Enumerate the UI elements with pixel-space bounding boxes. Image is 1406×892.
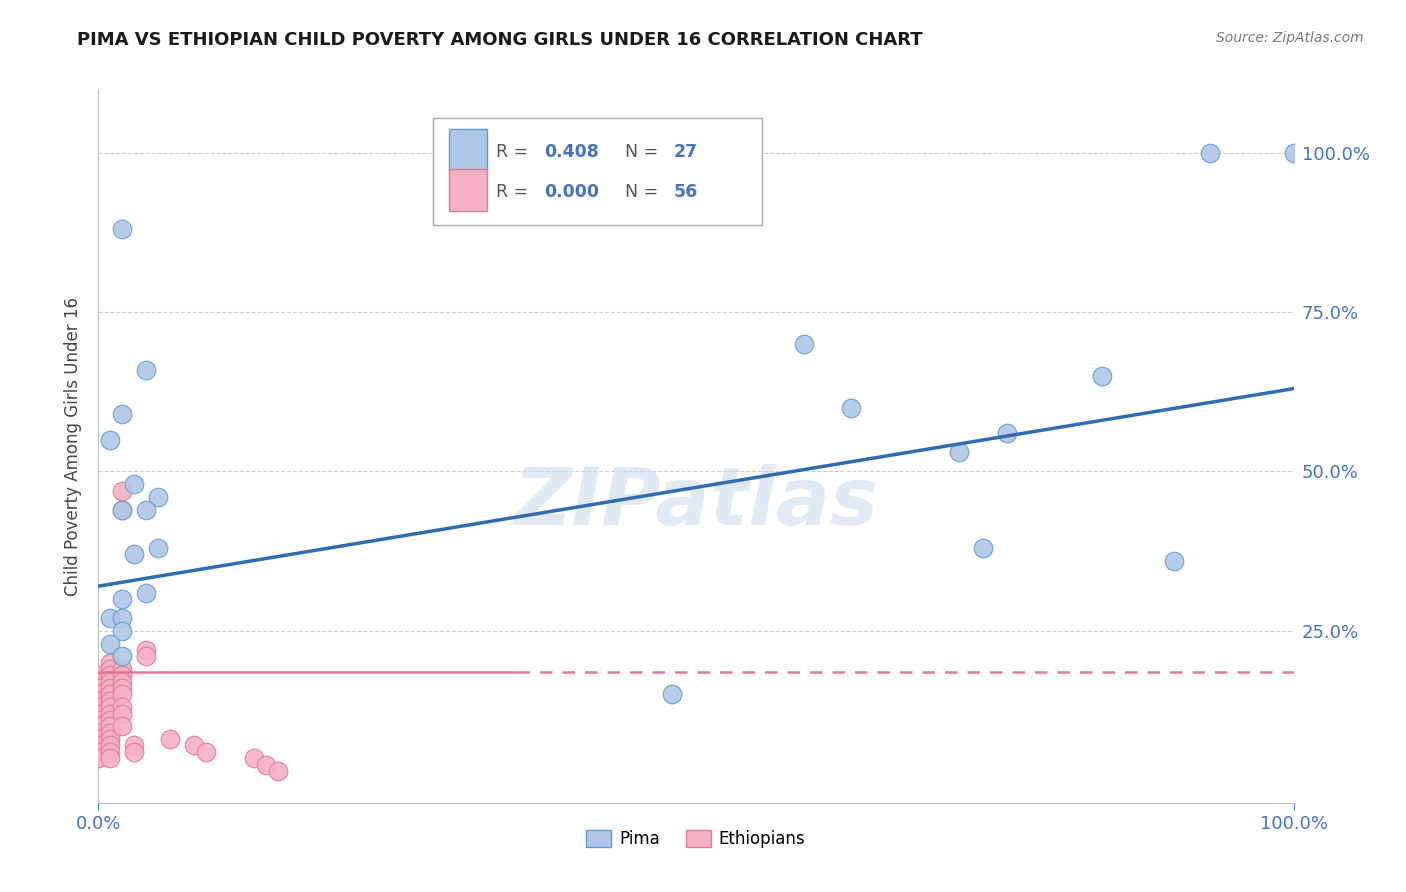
Point: [87, 688, 110, 702]
Point: [98, 700, 122, 714]
Point: [1091, 368, 1114, 383]
Point: [87, 739, 110, 753]
Point: [183, 739, 205, 753]
Point: [111, 483, 134, 498]
Point: [98, 636, 122, 650]
Point: [98, 681, 122, 695]
Point: [87, 688, 110, 702]
Point: [111, 502, 134, 516]
Point: [98, 662, 122, 676]
Text: R =: R =: [496, 183, 534, 201]
Text: 0.408: 0.408: [544, 143, 599, 161]
Text: 56: 56: [673, 183, 697, 201]
Point: [98, 611, 122, 625]
Point: [87, 694, 110, 708]
Text: R =: R =: [496, 143, 534, 161]
Point: [135, 362, 157, 376]
Point: [98, 668, 122, 682]
Point: [111, 649, 134, 664]
Point: [98, 745, 122, 759]
Point: [111, 674, 134, 689]
Point: [135, 502, 157, 516]
Point: [124, 739, 146, 753]
Point: [111, 611, 134, 625]
Point: [1163, 554, 1185, 568]
Point: [1282, 145, 1305, 160]
Point: [98, 719, 122, 733]
Point: [87, 719, 110, 733]
Text: Source: ZipAtlas.com: Source: ZipAtlas.com: [1216, 31, 1364, 45]
Point: [995, 426, 1018, 441]
Point: [87, 732, 110, 747]
Point: [87, 681, 110, 695]
Point: [254, 757, 277, 772]
Point: [159, 732, 181, 747]
Point: [87, 706, 110, 721]
Point: [243, 751, 266, 765]
Point: [267, 764, 290, 778]
Point: [111, 688, 134, 702]
Text: N =: N =: [626, 183, 664, 201]
Point: [1199, 145, 1222, 160]
Point: [87, 745, 110, 759]
Point: [98, 725, 122, 739]
Point: [98, 674, 122, 689]
Text: 0.000: 0.000: [544, 183, 599, 201]
Point: [111, 719, 134, 733]
FancyBboxPatch shape: [433, 118, 762, 225]
Text: N =: N =: [626, 143, 664, 161]
Point: [148, 490, 170, 504]
Point: [87, 719, 110, 733]
Point: [87, 706, 110, 721]
Point: [87, 674, 110, 689]
Legend: Pima, Ethiopians: Pima, Ethiopians: [579, 823, 813, 855]
Point: [948, 445, 970, 459]
Point: [87, 668, 110, 682]
Point: [98, 688, 122, 702]
Point: [111, 681, 134, 695]
Point: [98, 694, 122, 708]
Point: [98, 706, 122, 721]
Point: [111, 502, 134, 516]
Point: [195, 745, 218, 759]
Point: [135, 585, 157, 599]
Point: [793, 337, 815, 351]
Point: [98, 732, 122, 747]
Point: [972, 541, 994, 555]
Point: [148, 541, 170, 555]
FancyBboxPatch shape: [449, 169, 486, 211]
Point: [87, 681, 110, 695]
FancyBboxPatch shape: [449, 129, 486, 171]
Point: [135, 649, 157, 664]
Point: [111, 662, 134, 676]
Point: [111, 700, 134, 714]
Point: [98, 656, 122, 670]
Point: [124, 745, 146, 759]
Point: [135, 643, 157, 657]
Point: [111, 624, 134, 638]
Point: [98, 751, 122, 765]
Point: [87, 725, 110, 739]
Point: [124, 477, 146, 491]
Point: [111, 591, 134, 606]
Point: [111, 222, 134, 236]
Y-axis label: Child Poverty Among Girls Under 16: Child Poverty Among Girls Under 16: [65, 296, 83, 596]
Text: PIMA VS ETHIOPIAN CHILD POVERTY AMONG GIRLS UNDER 16 CORRELATION CHART: PIMA VS ETHIOPIAN CHILD POVERTY AMONG GI…: [77, 31, 922, 49]
Point: [841, 401, 863, 415]
Point: [98, 433, 122, 447]
Text: ZIPatlas: ZIPatlas: [513, 464, 879, 542]
Point: [87, 751, 110, 765]
Point: [661, 688, 683, 702]
Point: [98, 713, 122, 727]
Point: [87, 694, 110, 708]
Point: [87, 700, 110, 714]
Point: [87, 713, 110, 727]
Point: [111, 668, 134, 682]
Text: 27: 27: [673, 143, 697, 161]
Point: [87, 674, 110, 689]
Point: [124, 547, 146, 561]
Point: [98, 739, 122, 753]
Point: [111, 706, 134, 721]
Point: [111, 407, 134, 421]
